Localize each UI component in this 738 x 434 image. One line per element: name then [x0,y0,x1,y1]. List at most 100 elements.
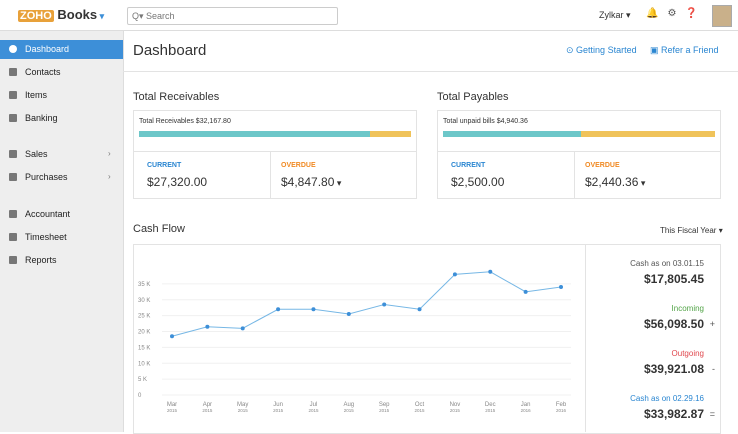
summary-label: Outgoing [671,349,704,358]
x-tick-month: Mar [167,402,177,408]
x-tick-month: Jan [521,402,531,408]
point [346,312,351,317]
summary-value: $17,805.45 [643,272,704,286]
nav-item[interactable]: Reports [0,251,123,270]
x-tick-year: 2015 [344,408,355,413]
nav-label: Accountant [25,209,71,219]
nav-item[interactable]: Items [0,86,123,105]
bar-label: Total unpaid bills $4,940.36 [443,118,528,125]
x-tick-year: 2015 [308,408,319,413]
x-tick-year: 2016 [556,408,567,413]
overdue-value[interactable]: $4,847.80 ▾ [281,175,342,189]
point [276,307,281,312]
point [523,289,528,294]
top-bar [0,0,738,31]
card-divider [134,151,416,152]
summary-label: Cash as on 03.01.15 [630,259,704,268]
link-text: Refer a Friend [661,45,719,55]
period: This Fiscal Year [660,226,717,235]
summary-value: $56,098.50 [643,317,704,331]
summary-sign: = [709,409,715,419]
nav-label: Reports [25,255,57,265]
y-tick-label: 15 K [138,345,150,351]
current-label: CURRENT [147,162,182,169]
current-value: $27,320.00 [147,175,208,189]
point [311,307,316,312]
nav-icon [9,256,17,264]
bar-overdue [370,131,411,137]
current-value: $2,500.00 [451,175,505,189]
divider [123,71,738,72]
point [382,302,387,307]
card-title: Total Payables [437,91,509,103]
x-tick-year: 2015 [485,408,496,413]
card-title: Total Receivables [133,91,220,103]
cash-summary: Cash as on 03.01.15 $17,805.45 Incoming $56… [585,245,721,432]
y-tick-label: 10 K [138,361,150,367]
current-label: CURRENT [451,162,486,169]
x-tick-year: 2015 [450,408,461,413]
nav-label: Contacts [25,67,61,77]
y-tick-label: 5 K [138,377,147,383]
point [559,285,563,290]
nav-label: Timesheet [25,232,67,242]
x-tick-month: Nov [450,402,461,408]
point [488,269,493,274]
nav-arrow: › [108,149,111,158]
nav-item[interactable]: Banking [0,109,123,128]
avatar[interactable] [712,5,732,27]
nav-item[interactable]: Purchases › [0,168,123,187]
point [205,324,210,329]
caret: ▾ [638,178,646,188]
x-tick-month: Dec [485,402,496,408]
x-tick-year: 2015 [379,408,390,413]
nav-icon [9,114,17,122]
nav-label: Dashboard [25,44,70,54]
nav-arrow: › [108,172,111,181]
logo-mark: ZOHO [18,10,54,22]
getting-started[interactable]: ⊙ Getting Started [566,45,637,55]
x-tick-month: Oct [415,402,425,408]
search-placeholder: Search [146,11,175,21]
x-tick-month: May [237,402,248,408]
overdue-label: OVERDUE [281,162,316,169]
y-tick-label: 20 K [138,330,150,336]
nav-item[interactable]: Timesheet [0,228,123,247]
nav-item[interactable]: Dashboard [0,40,123,59]
page-title: Dashboard [133,42,207,59]
nav-icon [9,233,17,241]
nav-icon [9,45,17,53]
summary-sign: - [712,364,715,374]
nav-label: Purchases [25,172,68,182]
point [240,326,245,331]
summary-value: $39,921.08 [643,362,704,376]
point [452,272,457,277]
cash-flow-title: Cash Flow [133,223,185,235]
summary-sign: + [709,319,715,329]
period-select[interactable]: This Fiscal Year ▾ [660,226,723,235]
header-icons[interactable]: 🔔⚙❓ [646,8,707,19]
summary-value: $33,982.87 [643,407,704,421]
bar-overdue [580,131,715,137]
logo[interactable]: ZOHO Books ▾ [18,7,104,22]
sidebar: Dashboard Contacts Items Banking Sales › Purch… [0,31,124,432]
x-tick-year: 2015 [167,408,178,413]
caret: ▾ [334,178,342,188]
x-tick-year: 2015 [273,408,284,413]
x-tick-month: Aug [343,402,354,408]
nav-item[interactable]: Sales › [0,145,123,164]
nav-icon [9,173,17,181]
search-box[interactable]: Q▾ Search [127,7,338,25]
refer-friend[interactable]: ▣ Refer a Friend [650,45,719,55]
nav-icon [9,68,17,76]
overdue-value[interactable]: $2,440.36 ▾ [585,175,646,189]
nav-item[interactable]: Accountant [0,205,123,224]
card: Total unpaid bills $4,940.36 CURRENT $2,50… [437,110,721,199]
nav-item[interactable]: Contacts [0,63,123,82]
x-tick-year: 2016 [521,408,532,413]
bar-label: Total Receivables $32,167.80 [139,118,231,125]
nav-label: Items [25,90,48,100]
col-divider [270,152,271,198]
user-menu[interactable]: Zylkar ▾ [599,10,631,20]
